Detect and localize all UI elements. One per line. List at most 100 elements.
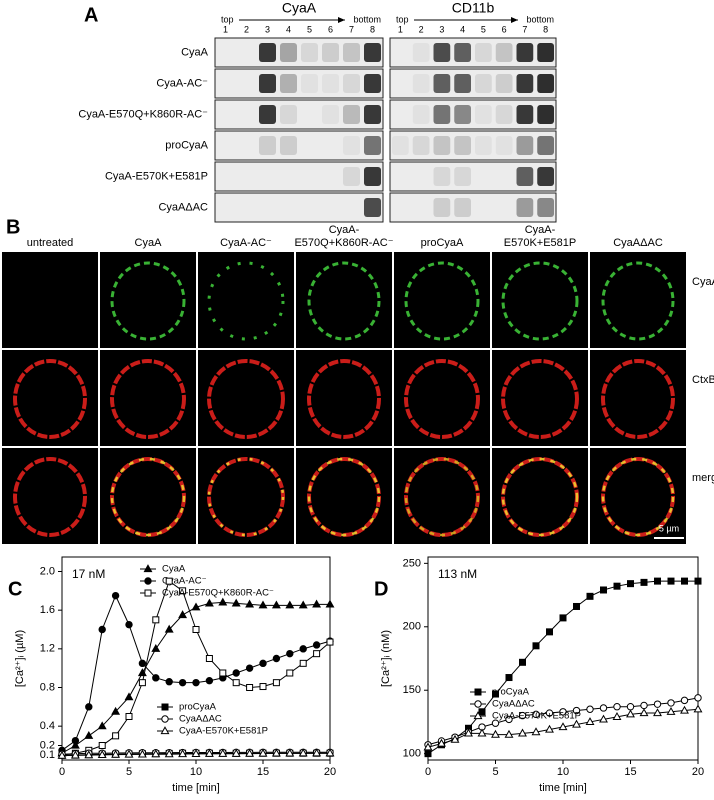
blot-strip bbox=[214, 37, 384, 68]
membrane-stain bbox=[307, 359, 381, 439]
marker bbox=[219, 669, 227, 677]
marker bbox=[437, 738, 446, 747]
row-label: CyaA-E570Q+K860R-AC⁻ bbox=[78, 108, 208, 120]
marker bbox=[124, 749, 134, 758]
marker bbox=[164, 749, 174, 758]
marker bbox=[124, 692, 134, 701]
lane-number: 7 bbox=[522, 24, 527, 34]
blot-band bbox=[537, 136, 554, 155]
panel-label: B bbox=[6, 216, 20, 238]
micrograph-bg bbox=[590, 252, 686, 348]
blot-band bbox=[454, 105, 471, 124]
marker bbox=[231, 598, 241, 607]
panel-label: C bbox=[8, 578, 22, 600]
y-tick-label: 150 bbox=[403, 684, 421, 696]
blot-band bbox=[280, 74, 297, 93]
marker bbox=[98, 742, 106, 749]
marker bbox=[178, 678, 187, 687]
marker bbox=[532, 642, 540, 650]
marker bbox=[505, 674, 513, 682]
blot-band bbox=[301, 74, 318, 93]
blot-bottom: bottom bbox=[526, 14, 554, 24]
column-label: CyaAΔAC bbox=[613, 237, 663, 249]
lane-number: 5 bbox=[307, 24, 312, 34]
marker bbox=[84, 750, 94, 759]
membrane-stain bbox=[307, 457, 381, 537]
marker bbox=[681, 577, 688, 585]
marker bbox=[325, 748, 335, 757]
marker bbox=[178, 749, 188, 758]
micrograph bbox=[394, 350, 490, 446]
marker bbox=[165, 577, 173, 585]
marker bbox=[612, 712, 622, 720]
x-axis-label: time [min] bbox=[539, 782, 587, 794]
lane-number: 8 bbox=[543, 24, 548, 34]
blot-band bbox=[343, 74, 360, 93]
marker bbox=[518, 728, 527, 737]
micrograph-bg bbox=[2, 350, 98, 446]
lane-number: 4 bbox=[286, 24, 291, 34]
blot-membrane bbox=[214, 130, 384, 161]
micrograph bbox=[394, 252, 490, 348]
marker bbox=[245, 748, 255, 757]
blot-band bbox=[537, 105, 554, 124]
blot-membrane bbox=[214, 99, 384, 130]
y-tick-label: 0.4 bbox=[40, 720, 55, 732]
marker bbox=[179, 587, 187, 595]
blot-band bbox=[280, 105, 297, 124]
marker bbox=[531, 727, 541, 736]
y-tick-label: 1.2 bbox=[40, 643, 55, 655]
blot-band bbox=[495, 105, 513, 124]
blot-band bbox=[412, 74, 430, 93]
blot-band bbox=[364, 198, 381, 217]
blot-strip bbox=[214, 192, 384, 223]
column-label: E570K+E581P bbox=[504, 237, 576, 249]
marker bbox=[505, 715, 513, 724]
column-label: proCyaA bbox=[421, 237, 464, 249]
micrograph-bg bbox=[492, 252, 588, 348]
marker bbox=[477, 728, 487, 737]
row-label: CyaA-AC⁻ bbox=[156, 77, 208, 89]
marker bbox=[545, 709, 554, 717]
blot-band bbox=[516, 74, 534, 93]
micrograph bbox=[590, 448, 686, 544]
x-tick-label: 0 bbox=[425, 766, 431, 778]
blot-strip bbox=[389, 68, 557, 99]
marker bbox=[313, 650, 321, 658]
lane-number: 8 bbox=[370, 24, 375, 34]
blot-band bbox=[537, 198, 554, 217]
blot-band bbox=[433, 43, 451, 62]
marker bbox=[151, 749, 161, 758]
micrograph bbox=[590, 252, 686, 348]
marker bbox=[559, 614, 567, 622]
x-tick-label: 20 bbox=[324, 766, 336, 778]
marker bbox=[299, 645, 307, 653]
marker bbox=[572, 719, 581, 728]
blot-strip bbox=[389, 99, 557, 130]
blot-band bbox=[433, 198, 451, 217]
x-tick-label: 15 bbox=[624, 766, 636, 778]
marker bbox=[312, 748, 322, 757]
membrane-stain bbox=[601, 261, 675, 341]
series: CyaA-E570K+E581P bbox=[423, 704, 703, 751]
panel-label: A bbox=[84, 4, 98, 26]
marker bbox=[285, 748, 295, 757]
y-tick-label: 100 bbox=[403, 748, 421, 760]
marker bbox=[272, 679, 280, 687]
marker bbox=[572, 706, 581, 715]
blot-band bbox=[516, 198, 534, 217]
marker bbox=[204, 598, 214, 607]
y-axis-label: [Ca²⁺]ᵢ (nM) bbox=[380, 630, 392, 687]
blot-band bbox=[516, 105, 534, 124]
annotation: 17 nM bbox=[72, 567, 105, 581]
marker bbox=[258, 600, 268, 609]
membrane-stain bbox=[501, 457, 579, 537]
blot-band bbox=[259, 43, 276, 62]
marker bbox=[693, 704, 703, 713]
marker bbox=[192, 678, 200, 687]
blot-band bbox=[392, 136, 409, 155]
x-tick-label: 10 bbox=[190, 766, 202, 778]
x-tick-label: 5 bbox=[126, 766, 132, 778]
blot-band bbox=[322, 43, 339, 62]
micrograph bbox=[100, 252, 196, 348]
